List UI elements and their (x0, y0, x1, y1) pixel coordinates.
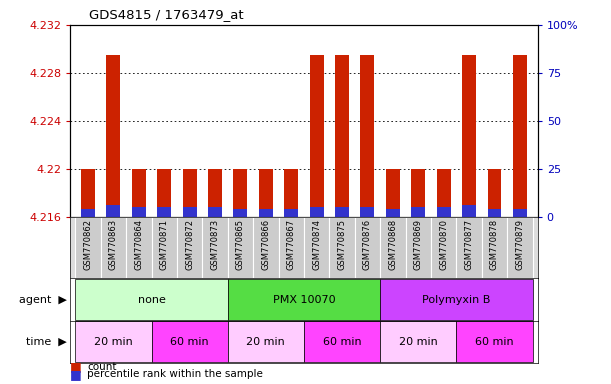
Bar (157, 207, 171, 217)
Text: 20 min: 20 min (94, 337, 133, 347)
Text: count: count (87, 362, 117, 372)
Bar (406, 217, 431, 278)
Bar (431, 217, 456, 278)
Bar (335, 207, 349, 217)
Bar (259, 209, 273, 217)
Bar (106, 55, 120, 217)
Text: GSM770869: GSM770869 (414, 219, 423, 270)
Bar (183, 207, 197, 217)
Text: time  ▶: time ▶ (26, 337, 67, 347)
Bar (360, 55, 375, 217)
Bar (132, 207, 146, 217)
Bar (335, 55, 349, 217)
Bar (208, 169, 222, 217)
Bar (152, 321, 228, 362)
Bar (157, 169, 171, 217)
Bar (329, 217, 355, 278)
Bar (228, 279, 380, 320)
Bar (360, 207, 375, 217)
Bar (228, 321, 304, 362)
Text: GSM770877: GSM770877 (464, 219, 474, 270)
Bar (132, 169, 146, 217)
Text: 20 min: 20 min (246, 337, 285, 347)
Text: GSM770864: GSM770864 (134, 219, 144, 270)
Bar (386, 209, 400, 217)
Bar (177, 217, 202, 278)
Bar (411, 207, 425, 217)
Text: agent  ▶: agent ▶ (20, 295, 67, 305)
Text: GSM770875: GSM770875 (337, 219, 346, 270)
Bar (152, 217, 177, 278)
Bar (380, 279, 533, 320)
Text: GSM770868: GSM770868 (389, 219, 397, 270)
Bar (488, 209, 502, 217)
Bar (233, 169, 247, 217)
Text: PMX 10070: PMX 10070 (273, 295, 335, 305)
Bar (411, 169, 425, 217)
Text: GSM770866: GSM770866 (262, 219, 271, 270)
Bar (513, 209, 527, 217)
Text: none: none (137, 295, 166, 305)
Bar (253, 217, 279, 278)
Bar (456, 321, 533, 362)
Text: GSM770873: GSM770873 (211, 219, 219, 270)
Bar (304, 321, 380, 362)
Bar (456, 217, 482, 278)
Bar (228, 217, 253, 278)
Text: GSM770867: GSM770867 (287, 219, 296, 270)
Bar (208, 207, 222, 217)
Text: GSM770870: GSM770870 (439, 219, 448, 270)
Bar (380, 217, 406, 278)
Text: GSM770862: GSM770862 (84, 219, 92, 270)
Text: GDS4815 / 1763479_at: GDS4815 / 1763479_at (89, 8, 243, 21)
Bar (75, 321, 152, 362)
Bar (284, 169, 298, 217)
Bar (462, 55, 476, 217)
Bar (310, 55, 324, 217)
Text: GSM770863: GSM770863 (109, 219, 118, 270)
Bar (126, 217, 152, 278)
Bar (183, 169, 197, 217)
Text: GSM770879: GSM770879 (516, 219, 524, 270)
Bar (284, 209, 298, 217)
Bar (380, 321, 456, 362)
Text: GSM770865: GSM770865 (236, 219, 245, 270)
Bar (202, 217, 228, 278)
Bar (386, 169, 400, 217)
Text: Polymyxin B: Polymyxin B (422, 295, 491, 305)
Bar (507, 217, 533, 278)
Bar (482, 217, 507, 278)
Bar (462, 205, 476, 217)
Bar (437, 169, 451, 217)
Bar (259, 169, 273, 217)
Bar (488, 169, 502, 217)
Text: GSM770874: GSM770874 (312, 219, 321, 270)
Bar (75, 217, 101, 278)
Text: 20 min: 20 min (399, 337, 437, 347)
Bar (355, 217, 380, 278)
Bar (81, 209, 95, 217)
Text: GSM770878: GSM770878 (490, 219, 499, 270)
Bar (513, 55, 527, 217)
Text: ■: ■ (70, 368, 82, 381)
Bar (233, 209, 247, 217)
Bar (310, 207, 324, 217)
Bar (75, 279, 228, 320)
Bar (101, 217, 126, 278)
Text: 60 min: 60 min (475, 337, 514, 347)
Text: GSM770871: GSM770871 (159, 219, 169, 270)
Text: percentile rank within the sample: percentile rank within the sample (87, 369, 263, 379)
Text: 60 min: 60 min (323, 337, 361, 347)
Bar (279, 217, 304, 278)
Bar (106, 205, 120, 217)
Text: GSM770876: GSM770876 (363, 219, 372, 270)
Text: ■: ■ (70, 360, 82, 373)
Text: 60 min: 60 min (170, 337, 209, 347)
Bar (304, 217, 329, 278)
Text: GSM770872: GSM770872 (185, 219, 194, 270)
Bar (437, 207, 451, 217)
Bar (81, 169, 95, 217)
